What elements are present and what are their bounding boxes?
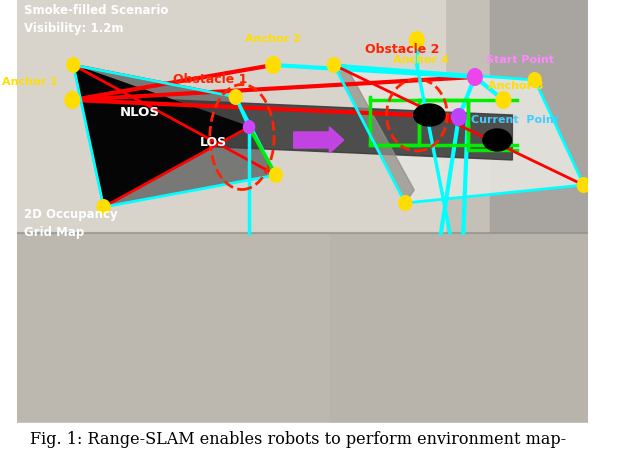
FancyArrow shape bbox=[294, 128, 344, 154]
Polygon shape bbox=[73, 66, 249, 207]
Circle shape bbox=[467, 69, 483, 87]
Ellipse shape bbox=[413, 105, 445, 127]
Text: Anchor 4: Anchor 4 bbox=[394, 55, 449, 65]
Circle shape bbox=[398, 196, 412, 212]
Bar bbox=[17, 0, 445, 236]
Polygon shape bbox=[334, 66, 414, 203]
Circle shape bbox=[409, 32, 425, 50]
Circle shape bbox=[451, 109, 467, 127]
Ellipse shape bbox=[483, 130, 511, 152]
Text: Fig. 1: Range-SLAM enables robots to perform environment map-: Fig. 1: Range-SLAM enables robots to per… bbox=[31, 430, 566, 448]
Bar bbox=[17, 233, 330, 423]
Text: LOS: LOS bbox=[200, 136, 227, 149]
Circle shape bbox=[577, 177, 591, 193]
Text: Anchor 1: Anchor 1 bbox=[2, 77, 58, 87]
Text: Obstacle 2: Obstacle 2 bbox=[365, 43, 440, 56]
Text: Obstacle 1: Obstacle 1 bbox=[173, 73, 248, 86]
Text: Start Point: Start Point bbox=[486, 55, 554, 65]
Circle shape bbox=[243, 121, 255, 135]
Bar bbox=[17, 423, 588, 455]
Text: Smoke-filled Scenario
Visibility: 1.2m: Smoke-filled Scenario Visibility: 1.2m bbox=[24, 4, 168, 35]
Bar bbox=[17, 233, 588, 423]
Circle shape bbox=[527, 73, 542, 89]
Circle shape bbox=[228, 90, 243, 106]
Circle shape bbox=[97, 200, 111, 216]
Circle shape bbox=[265, 57, 281, 75]
Text: Anchor 3: Anchor 3 bbox=[488, 81, 544, 91]
Polygon shape bbox=[334, 66, 584, 203]
Polygon shape bbox=[173, 101, 513, 161]
Bar bbox=[490, 0, 588, 255]
Text: Anchor 2: Anchor 2 bbox=[245, 34, 301, 44]
Circle shape bbox=[495, 92, 511, 110]
Circle shape bbox=[66, 58, 81, 74]
Circle shape bbox=[327, 58, 341, 74]
Polygon shape bbox=[73, 66, 276, 207]
Text: 2D Occupancy
Grid Map: 2D Occupancy Grid Map bbox=[24, 207, 118, 238]
Polygon shape bbox=[236, 98, 276, 176]
Circle shape bbox=[65, 92, 81, 110]
Text: Current  Point: Current Point bbox=[471, 115, 559, 125]
Text: NLOS: NLOS bbox=[120, 106, 159, 119]
Circle shape bbox=[269, 167, 283, 184]
